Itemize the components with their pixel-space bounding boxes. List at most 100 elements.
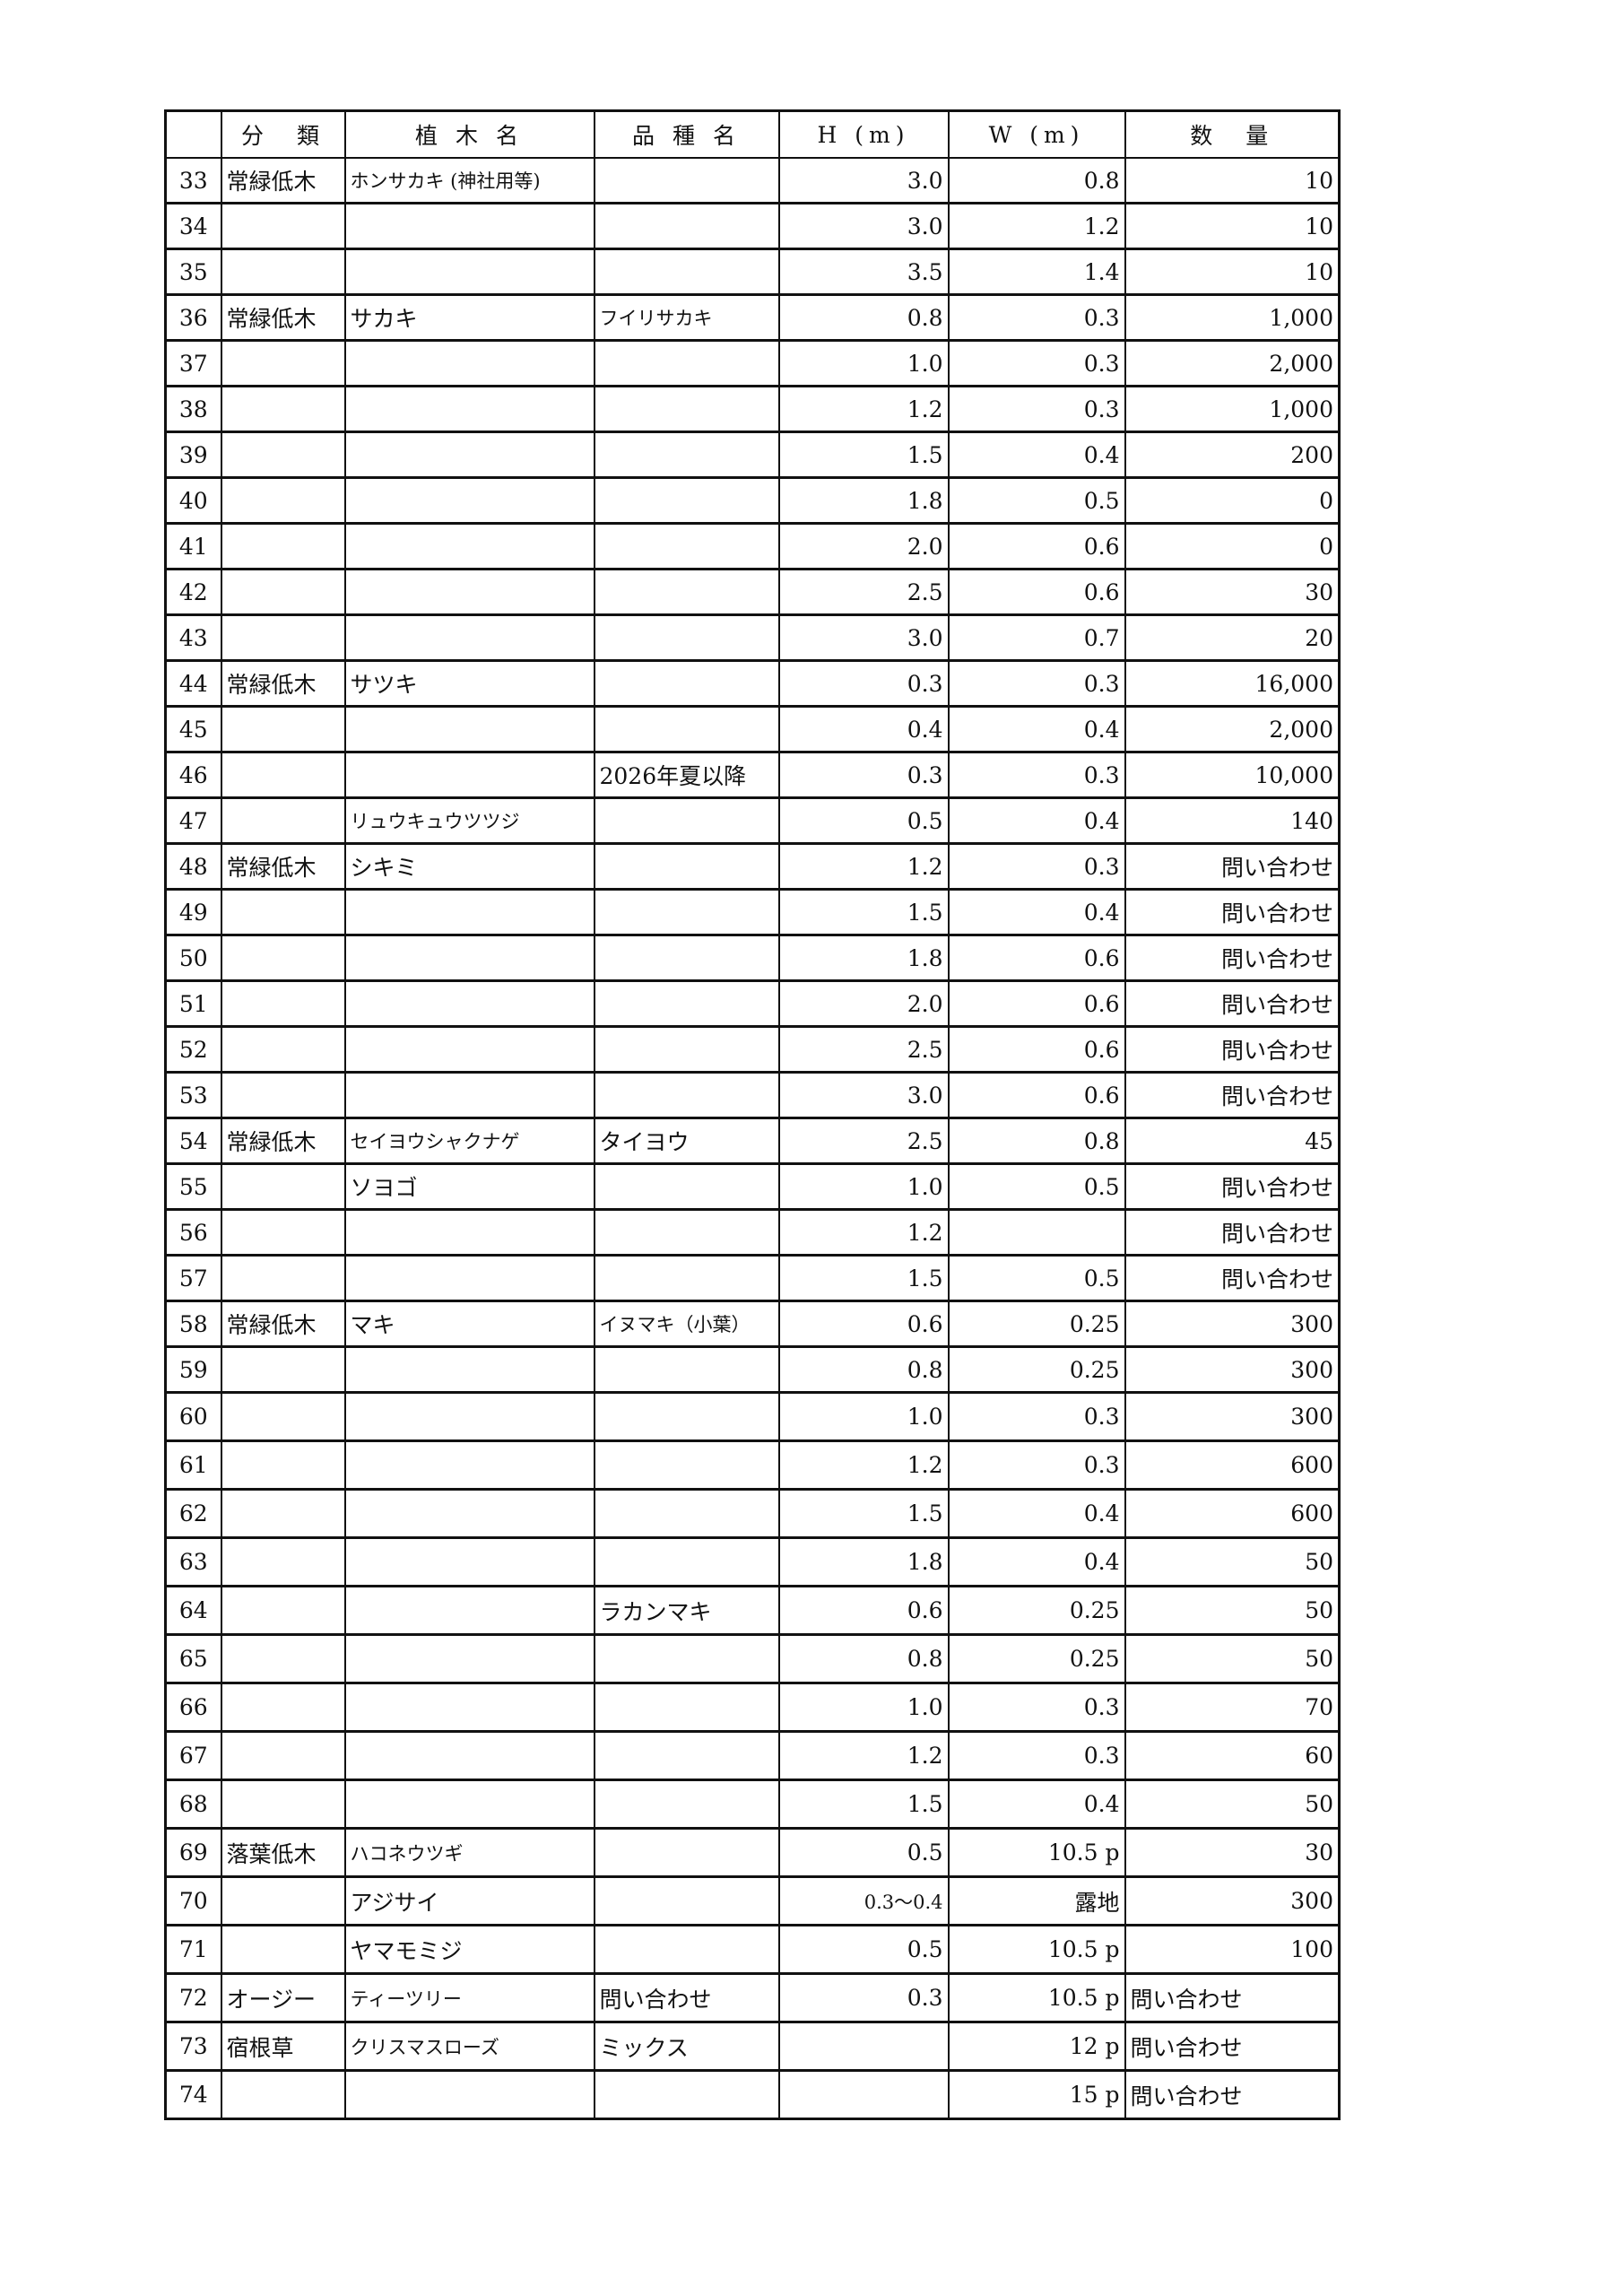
height-cell: 2.5 [777,1117,950,1165]
height-cell: 1.5 [777,1779,950,1830]
category-cell: 宿根草 [220,2021,346,2072]
height-cell: 2.5 [777,568,950,616]
width-cell: 0.3 [947,293,1126,342]
height-cell: 1.2 [777,1439,950,1491]
height-cell: 2.0 [777,522,950,570]
category-cell [220,568,346,616]
table-row: 53 3.0 0.6 問い合わせ [164,1071,1341,1119]
row-number-cell: 73 [164,2021,222,2072]
plant-name-cell [343,568,595,616]
quantity-cell: 0 [1124,522,1341,570]
plant-name-cell: ハコネウツギ [343,1827,595,1878]
width-cell: 1.2 [947,202,1126,250]
variety-cell [593,248,780,296]
category-cell: 常緑低木 [220,842,346,891]
variety-cell [593,1875,780,1926]
quantity-cell: 50 [1124,1779,1341,1830]
variety-cell [593,1071,780,1119]
category-cell [220,979,346,1028]
table-row: 40 1.8 0.5 0 [164,476,1341,525]
quantity-cell: 60 [1124,1730,1341,1781]
width-cell: 0.4 [947,705,1126,753]
row-number-cell: 68 [164,1779,222,1830]
variety-cell [593,568,780,616]
width-cell: 0.6 [947,1025,1126,1074]
plant-name-cell [343,751,595,799]
header-variety: 品 種 名 [593,109,780,159]
plant-name-cell: セイヨウシャクナゲ [343,1117,595,1165]
variety-cell: イヌマキ（小葉） [593,1300,780,1348]
quantity-cell: 問い合わせ [1124,2021,1341,2072]
width-cell: 0.3 [947,1439,1126,1491]
row-number-cell: 60 [164,1391,222,1442]
width-cell: 0.3 [947,339,1126,387]
quantity-cell: 問い合わせ [1124,2069,1341,2120]
variety-cell [593,522,780,570]
row-number-cell: 65 [164,1633,222,1684]
quantity-cell: 20 [1124,613,1341,662]
variety-cell [593,430,780,479]
row-number-cell: 63 [164,1536,222,1587]
category-cell: オージー [220,1972,346,2023]
table-header-row: 分 類 植 木 名 品 種 名 H (m) W (m) 数 量 [164,109,1341,159]
category-cell: 常緑低木 [220,1300,346,1348]
category-cell [220,1254,346,1302]
height-cell: 1.8 [777,934,950,982]
height-cell: 1.0 [777,339,950,387]
table-row: 71 ヤマモミジ 0.5 10.5 p 100 [164,1924,1341,1975]
category-cell: 常緑低木 [220,293,346,342]
plant-name-cell [343,1254,595,1302]
width-cell: 0.25 [947,1585,1126,1636]
table-row: 52 2.5 0.6 問い合わせ [164,1025,1341,1074]
plant-name-cell [343,1391,595,1442]
width-cell: 0.4 [947,888,1126,936]
width-cell: 0.25 [947,1633,1126,1684]
height-cell: 0.4 [777,705,950,753]
quantity-cell: 300 [1124,1300,1341,1348]
table-row: 33 常緑低木 ホンサカキ (神社用等) 3.0 0.8 10 [164,157,1341,204]
quantity-cell: 50 [1124,1585,1341,1636]
variety-cell: 問い合わせ [593,1972,780,2023]
quantity-cell: 10 [1124,248,1341,296]
table-row: 72 オージー ティーツリー 問い合わせ 0.3 10.5 p 問い合わせ [164,1972,1341,2023]
table-row: 74 15 p 問い合わせ [164,2069,1341,2120]
row-number-cell: 72 [164,1972,222,2023]
variety-cell [593,705,780,753]
height-cell: 0.6 [777,1585,950,1636]
plant-name-cell: リュウキュウツツジ [343,796,595,845]
quantity-cell: 1,000 [1124,293,1341,342]
category-cell [220,1779,346,1830]
plant-name-cell [343,476,595,525]
quantity-cell: 140 [1124,796,1341,845]
variety-cell [593,1208,780,1257]
table-row: 63 1.8 0.4 50 [164,1536,1341,1587]
width-cell: 0.7 [947,613,1126,662]
quantity-cell: 100 [1124,1924,1341,1975]
height-cell: 0.3〜0.4 [777,1875,950,1926]
row-number-cell: 70 [164,1875,222,1926]
header-category: 分 類 [220,109,346,159]
category-cell [220,1345,346,1394]
quantity-cell: 50 [1124,1633,1341,1684]
row-number-cell: 59 [164,1345,222,1394]
variety-cell [593,1682,780,1733]
width-cell: 0.3 [947,1730,1126,1781]
variety-cell [593,1730,780,1781]
height-cell: 1.8 [777,1536,950,1587]
width-cell: 0.3 [947,842,1126,891]
plant-name-cell: マキ [343,1300,595,1348]
table-row: 38 1.2 0.3 1,000 [164,385,1341,433]
header-width: W (m) [947,109,1126,159]
quantity-cell: 300 [1124,1875,1341,1926]
plant-name-cell: ティーツリー [343,1972,595,2023]
table-row: 67 1.2 0.3 60 [164,1730,1341,1781]
width-cell: 0.5 [947,1254,1126,1302]
height-cell [777,2021,950,2072]
category-cell: 常緑低木 [220,659,346,708]
table-row: 73 宿根草 クリスマスローズ ミックス 12 p 問い合わせ [164,2021,1341,2072]
table-row: 43 3.0 0.7 20 [164,613,1341,662]
plant-name-cell [343,1208,595,1257]
width-cell: 0.25 [947,1300,1126,1348]
quantity-cell: 問い合わせ [1124,934,1341,982]
width-cell: 0.6 [947,979,1126,1028]
